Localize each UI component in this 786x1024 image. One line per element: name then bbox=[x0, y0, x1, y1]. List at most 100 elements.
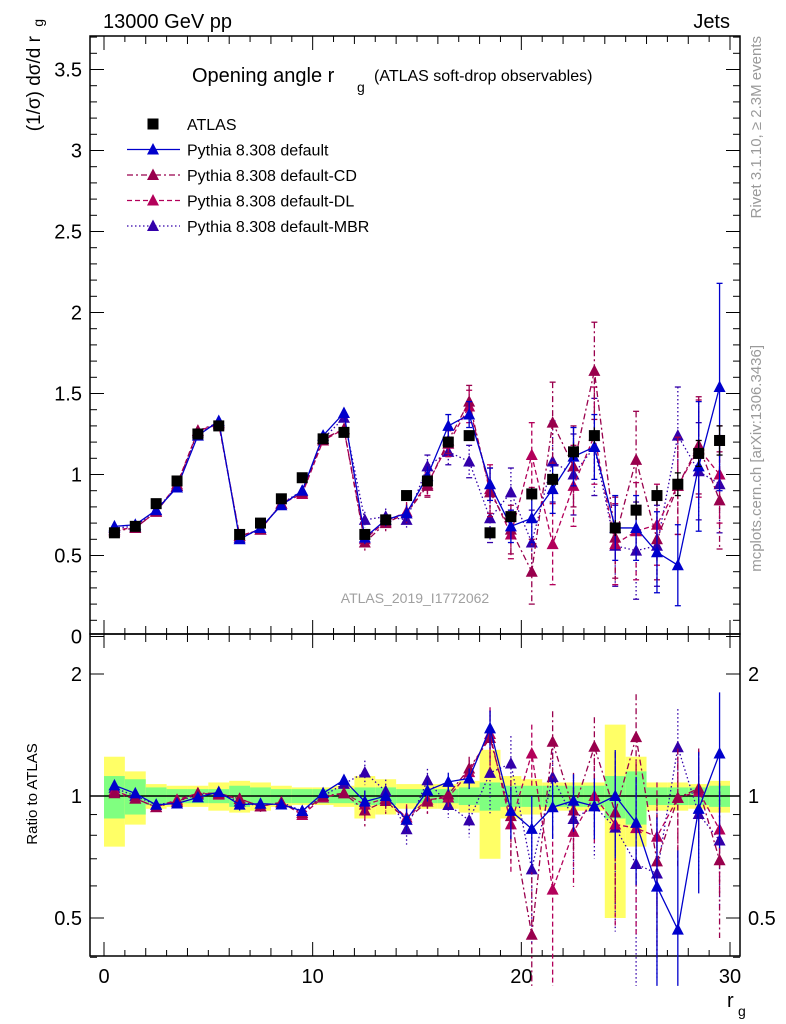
series-default-ratio-point bbox=[525, 822, 538, 834]
series-cd-point bbox=[546, 416, 559, 428]
series-data-point bbox=[380, 514, 392, 526]
legend-label: Pythia 8.308 default-DL bbox=[187, 194, 354, 211]
legend-marker bbox=[147, 219, 159, 231]
series-default-point bbox=[171, 480, 184, 493]
series-data-point bbox=[296, 472, 308, 484]
series-default-line bbox=[114, 386, 721, 567]
series-cd-point bbox=[463, 395, 476, 407]
legend-entry-data: ATLAS bbox=[147, 117, 237, 134]
series-dl-ratio-point bbox=[546, 883, 559, 895]
series-default-ratio-point bbox=[609, 789, 622, 801]
series-default-ratio-point bbox=[692, 802, 705, 814]
series-data-point bbox=[630, 504, 642, 516]
series-default-ratio-point bbox=[171, 796, 184, 809]
series-mbr-ratio-point bbox=[358, 765, 371, 778]
series-data-point bbox=[275, 493, 287, 505]
series-default-point bbox=[296, 484, 309, 496]
series-cd-point bbox=[588, 364, 601, 376]
y-tick-label-main: 1.5 bbox=[54, 384, 82, 406]
series-data-point bbox=[359, 528, 371, 540]
series-default-ratio-point bbox=[150, 798, 163, 810]
y-tick-label-main: 3 bbox=[71, 141, 82, 163]
series-cd-ratio-point bbox=[525, 928, 538, 940]
series-default-point bbox=[275, 498, 288, 511]
ratio-frame bbox=[89, 633, 741, 957]
series-mbr-point bbox=[504, 485, 517, 498]
series-cd-ratio-point bbox=[588, 740, 601, 752]
series-cd-ratio-point bbox=[671, 791, 684, 803]
series-cd-ratio-point bbox=[108, 786, 121, 799]
series-data-point bbox=[255, 517, 266, 529]
legend-entry-cd: Pythia 8.308 default-CD bbox=[127, 168, 357, 185]
series-data-point bbox=[150, 498, 162, 510]
series-data-point bbox=[234, 528, 246, 540]
axes: 0 10 20 30 0 0.5 1 1.5 2 2.5 3 3.5 0.5 0.5 1 1 2 2 bbox=[54, 35, 776, 988]
series-default-ratio-point bbox=[129, 786, 142, 799]
series-default-ratio-point bbox=[337, 773, 350, 785]
series-data-point bbox=[526, 488, 538, 500]
series-data-point bbox=[609, 522, 621, 534]
y-tick-label-main: 2 bbox=[71, 303, 82, 325]
x-tick-label: 10 bbox=[302, 966, 324, 988]
series-mbr-point bbox=[463, 455, 476, 467]
series-data-point bbox=[463, 430, 475, 442]
header-right: Jets bbox=[693, 11, 730, 33]
series-dl-point bbox=[546, 537, 559, 550]
series-default-ratio-point bbox=[484, 721, 497, 734]
series-default-point bbox=[546, 482, 559, 495]
series-data-point bbox=[401, 490, 413, 502]
series-default-point bbox=[713, 380, 726, 393]
series-default-ratio-point bbox=[358, 795, 371, 807]
series-data-point bbox=[317, 433, 329, 445]
series-default-point bbox=[525, 511, 538, 524]
series-cd-ratio-point bbox=[713, 853, 726, 866]
series-default-point bbox=[463, 408, 476, 420]
series-data-point bbox=[442, 436, 454, 448]
series-data-point bbox=[505, 511, 517, 523]
y-tick-label-main: 0.5 bbox=[54, 546, 82, 568]
series-data-point bbox=[192, 428, 204, 440]
series-dl-line bbox=[114, 404, 721, 547]
x-tick-label: 20 bbox=[510, 966, 532, 988]
legend-label: ATLAS bbox=[187, 117, 237, 134]
rivet-version-text: Rivet 3.1.10, ≥ 2.3M events bbox=[748, 36, 765, 219]
series-mbr-ratio-point bbox=[671, 740, 684, 753]
series-cd-point bbox=[630, 453, 643, 465]
y-tick-label-ratio: 0.5 bbox=[54, 908, 82, 930]
y-axis-label-main-subscript: g bbox=[30, 19, 46, 27]
series-mbr-ratio-point bbox=[463, 813, 476, 826]
series-default-ratio-point bbox=[296, 804, 309, 816]
series-data-point bbox=[108, 527, 120, 539]
y-tick-label-ratio-right: 2 bbox=[748, 664, 759, 686]
series-cd-ratio-point bbox=[630, 730, 643, 743]
legend-entry-dl: Pythia 8.308 default-DL bbox=[127, 194, 354, 211]
plot-title-suffix: (ATLAS soft-drop observables) bbox=[374, 68, 592, 85]
series-mbr-ratio-point bbox=[484, 766, 497, 778]
legend-marker bbox=[147, 118, 159, 130]
series-cd-point bbox=[525, 565, 538, 577]
series-default-ratio-point bbox=[421, 784, 434, 796]
series-default-ratio-point bbox=[233, 798, 246, 810]
plot-title: Opening angle r bbox=[192, 65, 335, 87]
series-data-point bbox=[484, 527, 496, 539]
series-data-point bbox=[714, 434, 726, 446]
series-default-point bbox=[442, 419, 455, 431]
series-mbr-line bbox=[114, 416, 720, 552]
series-data-point bbox=[568, 446, 579, 458]
y-tick-label-main: 0 bbox=[71, 627, 82, 649]
series-default-ratio-point bbox=[317, 786, 330, 799]
series-data-point bbox=[421, 475, 433, 487]
analysis-watermark: ATLAS_2019_I1772062 bbox=[341, 590, 490, 606]
header-left: 13000 GeV pp bbox=[103, 11, 232, 33]
series-default-ratio-point bbox=[442, 775, 455, 787]
series-default-ratio-point bbox=[588, 799, 601, 812]
series-mbr-point bbox=[484, 511, 497, 524]
series-cd-ratio-point bbox=[442, 788, 455, 800]
y-tick-label-main: 2.5 bbox=[54, 222, 82, 244]
series-default-ratio-point bbox=[546, 800, 559, 813]
y-axis-label-ratio: Ratio to ATLAS bbox=[24, 743, 41, 844]
series-cd-ratio-point bbox=[233, 792, 246, 804]
series-default-ratio-point bbox=[191, 790, 204, 803]
series-default-ratio-point bbox=[400, 813, 413, 825]
series-dl-point bbox=[525, 448, 538, 461]
